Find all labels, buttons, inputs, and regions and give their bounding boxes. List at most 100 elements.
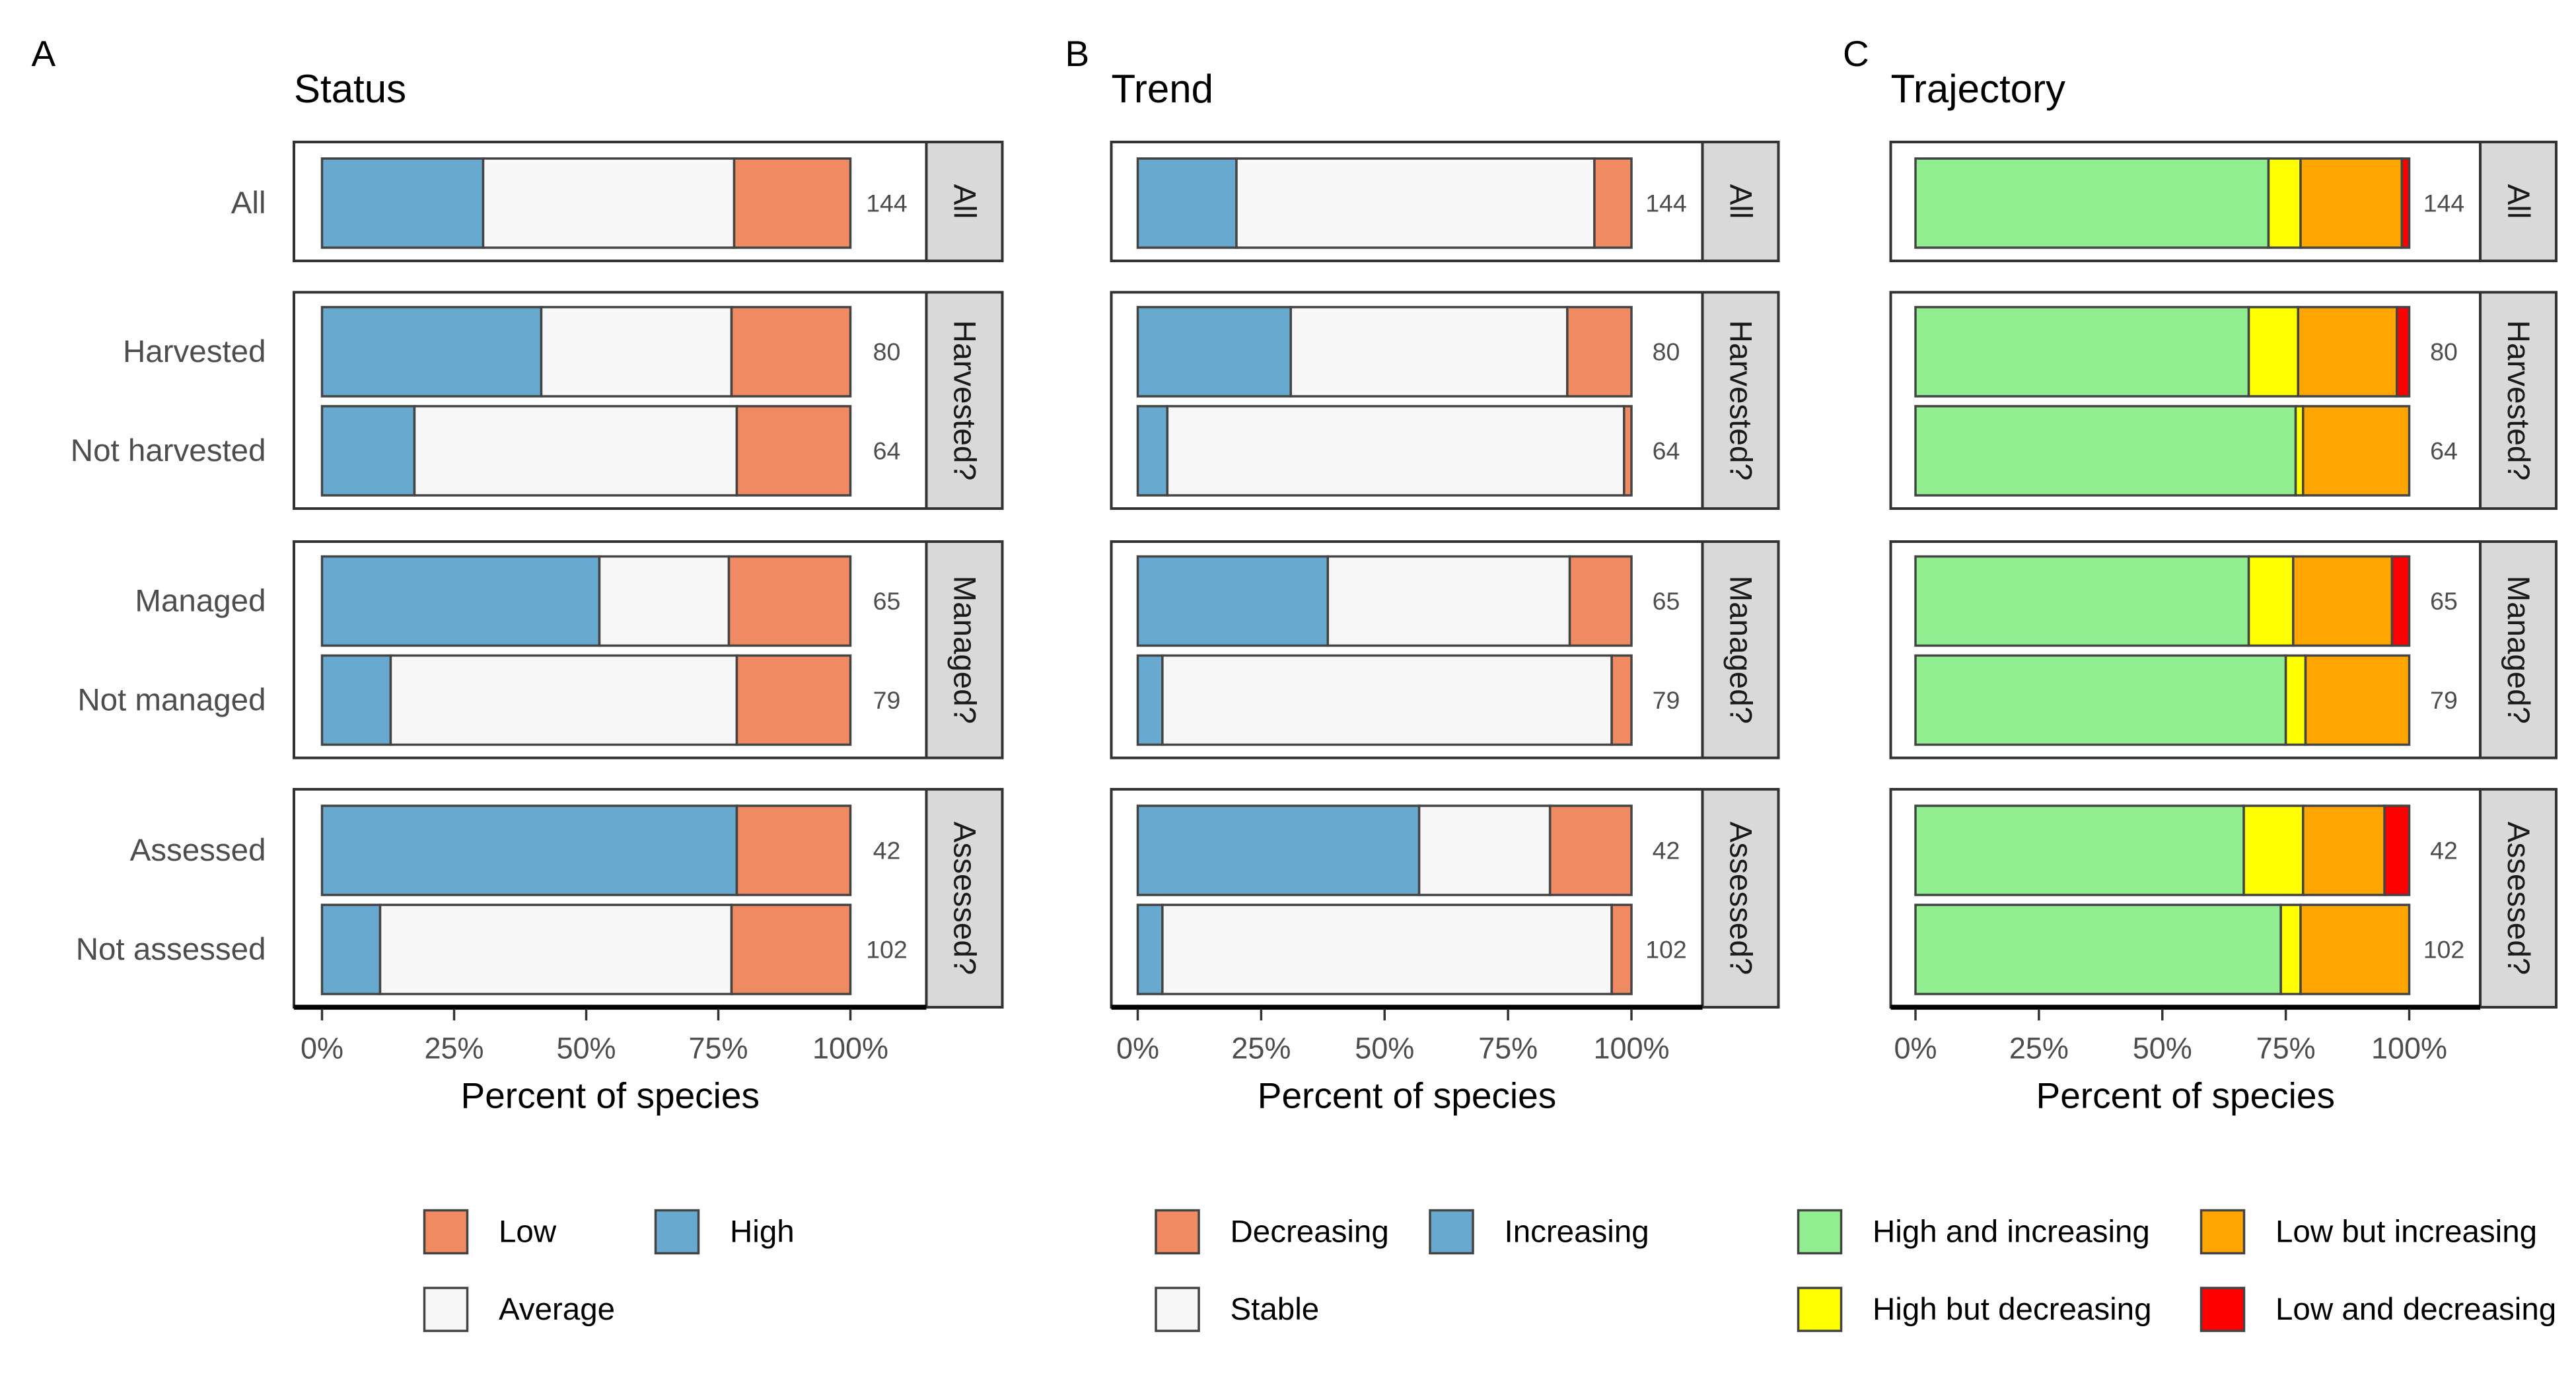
legend-item: High and increasing	[1797, 1209, 2150, 1255]
bar-segment-low-but-increasing	[2302, 405, 2411, 497]
legend-swatch	[1429, 1209, 1474, 1255]
bar-segment-increasing	[1136, 654, 1164, 746]
bar-segment-low-and-decreasing	[2383, 804, 2411, 896]
bar-segment-low	[727, 555, 852, 647]
bar-segment-high	[320, 157, 485, 249]
sample-size-label: 79	[1653, 686, 1680, 714]
panel-title: Trajectory	[1891, 67, 2066, 111]
sample-size-label: 64	[1653, 437, 1680, 465]
legend-item: Low and decreasing	[2200, 1287, 2556, 1332]
bar-segment-stable	[1289, 306, 1569, 398]
panel-title: Trend	[1112, 67, 1214, 111]
legend-item: Low	[423, 1209, 557, 1255]
bar-segment-increasing	[1136, 804, 1421, 896]
sample-size-label: 144	[866, 190, 908, 217]
facet-strip-label: Managed?	[2501, 576, 2536, 725]
bar-segment-high-and-increasing	[1914, 654, 2287, 746]
facet-strip-label: Assessed?	[2501, 822, 2536, 975]
panel-tag: B	[1065, 33, 1090, 74]
facet-strip	[2479, 291, 2558, 510]
category-label: All	[231, 186, 266, 221]
legend-label: Low but increasing	[2275, 1215, 2537, 1250]
bar-segment-increasing	[1136, 904, 1164, 995]
bar-segment-high-and-increasing	[1914, 306, 2250, 398]
x-tick-label: 75%	[688, 1032, 748, 1065]
bar-segment-low-but-increasing	[2304, 654, 2411, 746]
x-tick-label: 25%	[424, 1032, 483, 1065]
bar-segment-low	[733, 157, 852, 249]
facet-strip	[2479, 540, 2558, 760]
legend-label: High and increasing	[1873, 1215, 2150, 1250]
bar-segment-stable	[1161, 654, 1613, 746]
x-axis-title: Percent of species	[461, 1075, 760, 1116]
legend-label: High	[730, 1215, 795, 1250]
legend-item: High	[654, 1209, 795, 1255]
legend-swatch	[2200, 1287, 2246, 1332]
bar-segment-high	[320, 804, 738, 896]
legend-swatch	[654, 1209, 700, 1255]
bar-segment-decreasing	[1566, 306, 1633, 398]
bar-segment-increasing	[1136, 555, 1330, 647]
sample-size-label: 64	[873, 437, 901, 465]
legend-label: Decreasing	[1231, 1215, 1389, 1250]
x-tick-label: 25%	[1231, 1032, 1291, 1065]
sample-size-label: 65	[873, 587, 901, 615]
bar-segment-average	[389, 654, 738, 746]
legend-swatch	[1797, 1287, 1843, 1332]
bar-segment-low	[735, 654, 852, 746]
sample-size-label: 65	[2430, 587, 2458, 615]
x-tick-label: 25%	[2009, 1032, 2069, 1065]
x-tick-label: 50%	[2133, 1032, 2192, 1065]
legend: Low High Average	[423, 1209, 795, 1332]
facet-strip-label: Harvested?	[947, 320, 982, 481]
x-tick-label: 0%	[1894, 1032, 1937, 1065]
sample-size-label: 64	[2430, 437, 2458, 465]
facet-strip-label: All	[2501, 184, 2536, 219]
x-tick-label: 50%	[1355, 1032, 1414, 1065]
legend-label: Low	[499, 1215, 557, 1250]
bar-segment-increasing	[1136, 405, 1169, 497]
legend: Decreasing Increasing Stable	[1155, 1209, 1649, 1332]
bar-segment-decreasing	[1623, 405, 1633, 497]
category-label: Not harvested	[71, 433, 266, 468]
legend-label: Increasing	[1505, 1215, 1649, 1250]
legend-item: Low but increasing	[2200, 1209, 2537, 1255]
bar-segment-stable	[1161, 904, 1613, 995]
sample-size-label: 42	[1653, 837, 1680, 865]
category-label: Harvested	[123, 334, 266, 369]
bar-segment-decreasing	[1610, 654, 1633, 746]
bar-segment-high-and-increasing	[1914, 405, 2297, 497]
bar-row: Managed 65	[135, 555, 901, 647]
bar-segment-high-but-decreasing	[2247, 555, 2295, 647]
x-tick-label: 75%	[2256, 1032, 2316, 1065]
legend-swatch	[423, 1287, 469, 1332]
bar-segment-low-and-decreasing	[2400, 157, 2411, 249]
legend-label: High but decreasing	[1873, 1292, 2152, 1327]
bar-segment-high-and-increasing	[1914, 157, 2270, 249]
bar-segment-increasing	[1136, 306, 1292, 398]
bar-segment-stable	[1417, 804, 1552, 896]
bar-segment-high-but-decreasing	[2284, 654, 2307, 746]
sample-size-label: 102	[866, 936, 908, 964]
facet-strip-label: Managed?	[1723, 576, 1758, 725]
bar-segment-low-but-increasing	[2297, 306, 2398, 398]
bar-segment-average	[598, 555, 731, 647]
facet-strip-label: Managed?	[947, 576, 982, 725]
x-tick-label: 0%	[1116, 1032, 1159, 1065]
